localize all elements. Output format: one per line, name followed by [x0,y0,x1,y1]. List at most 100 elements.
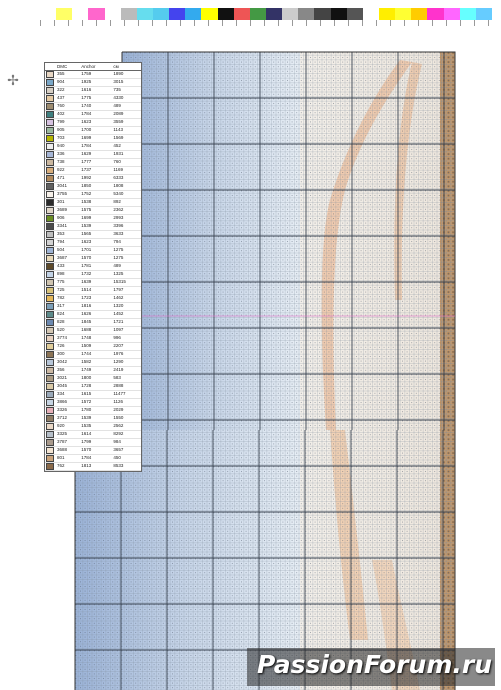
thread-color-swatch [46,335,54,342]
legend-anchor-cell: 1784 [80,110,113,119]
calibration-swatch [217,8,234,20]
legend-cm-cell: 984 [112,438,141,447]
legend-row: 904 1925 3015 [45,78,141,87]
legend-cm-cell: 489 [112,102,141,111]
legend-swatch-cell [45,438,56,447]
legend-swatch-cell [45,222,56,231]
legend-dmc-cell: 703 [56,134,81,143]
legend-swatch-cell [45,406,56,415]
legend-row: 334 1615 11477 [45,390,141,399]
legend-dmc-cell: 905 [56,126,81,135]
legend-dmc-cell: 906 [56,214,81,223]
legend-anchor-cell: 1749 [80,366,113,375]
legend-swatch-cell [45,78,56,87]
legend-anchor-cell: 1752 [80,190,113,199]
thread-color-swatch [46,303,54,310]
legend-anchor-cell: 1784 [80,454,113,463]
legend-swatch-cell [45,198,56,207]
thread-color-swatch [46,295,54,302]
legend-row: 762 1813 8533 [45,462,141,471]
legend-swatch-cell [45,166,56,175]
legend-dmc-cell: 3755 [56,190,81,199]
legend-cm-cell: 5340 [112,190,141,199]
calibration-swatch [265,8,283,20]
legend-row: 3325 1614 8292 [45,430,141,439]
thread-legend: DMC Anchor см 355 1759 1890 904 1925 3015 322 1… [44,62,142,472]
legend-swatch-cell [45,446,56,455]
thread-color-swatch [46,231,54,238]
legend-swatch-cell [45,398,56,407]
legend-table: DMC Anchor см 355 1759 1890 904 1925 3015 322 1… [45,63,141,471]
legend-swatch-cell [45,214,56,223]
legend-dmc-cell: 904 [56,78,81,87]
calibration-swatch [298,8,315,20]
legend-swatch-cell [45,278,56,287]
chart-cells-upper [122,52,455,430]
legend-cm-cell: 1169 [112,166,141,175]
legend-row: 3688 1570 3657 [45,446,141,455]
legend-row: 824 1626 1452 [45,310,141,319]
legend-cm-cell: 996 [112,334,141,343]
legend-dmc-cell: 828 [56,318,81,327]
legend-row: 782 1723 1462 [45,294,141,303]
legend-dmc-cell: 920 [56,422,81,431]
legend-cm-cell: 1320 [112,302,141,311]
legend-anchor-cell: 1514 [80,286,113,295]
thread-color-swatch [46,95,54,102]
legend-anchor-cell: 1740 [80,102,113,111]
thread-color-swatch [46,223,54,230]
legend-dmc-cell: 437 [56,94,81,103]
legend-row: 940 1784 452 [45,142,141,151]
legend-cm-cell: 1797 [112,286,141,295]
calibration-swatch [120,8,137,20]
legend-swatch-cell [45,134,56,143]
legend-anchor-cell: 1737 [80,166,113,175]
legend-cm-cell: 2562 [112,422,141,431]
legend-anchor-cell: 1614 [80,430,113,439]
legend-swatch-cell [45,390,56,399]
calibration-swatch [201,8,218,20]
calibration-swatch [152,8,170,20]
legend-swatch-cell [45,150,56,159]
legend-anchor-cell: 1701 [80,246,113,255]
legend-anchor-cell: 1639 [80,278,113,287]
legend-dmc-cell: 322 [56,86,81,95]
legend-cm-cell: 3015 [112,78,141,87]
legend-dmc-cell: 3774 [56,334,81,343]
color-swatch-strip [40,8,492,20]
legend-swatch-cell [45,270,56,279]
legend-row: 353 1565 3633 [45,230,141,239]
legend-swatch-cell [45,182,56,191]
legend-row: 317 1816 1320 [45,302,141,311]
legend-anchor-cell: 1565 [80,230,113,239]
calibration-swatch [459,8,476,20]
legend-dmc-cell: 801 [56,454,81,463]
legend-anchor-cell: 1780 [80,406,113,415]
thread-color-swatch [46,359,54,366]
legend-dmc-cell: 520 [56,326,81,335]
legend-row: 3712 1539 1550 [45,414,141,423]
legend-dmc-cell: 3787 [56,438,81,447]
legend-dmc-cell: 725 [56,286,81,295]
legend-anchor-cell: 1623 [80,118,113,127]
legend-row: 300 1744 1976 [45,350,141,359]
legend-swatch-cell [45,310,56,319]
legend-cm-cell: 1097 [112,326,141,335]
legend-swatch-cell [45,254,56,263]
calibration-swatch [346,8,363,20]
legend-row: 3326 1780 2029 [45,406,141,415]
legend-swatch-cell [45,158,56,167]
thread-color-swatch [46,367,54,374]
legend-row: 3774 1748 996 [45,334,141,343]
legend-dmc-cell: 504 [56,246,81,255]
legend-row: 3689 1575 2362 [45,206,141,215]
thread-color-swatch [46,119,54,126]
legend-dmc-cell: 433 [56,262,81,271]
calibration-swatch [72,8,89,20]
legend-swatch-cell [45,462,56,471]
thread-color-swatch [46,375,54,382]
legend-row: 504 1701 1275 [45,246,141,255]
thread-color-swatch [46,111,54,118]
legend-swatch-cell [45,126,56,135]
legend-row: 3045 1728 2888 [45,382,141,391]
